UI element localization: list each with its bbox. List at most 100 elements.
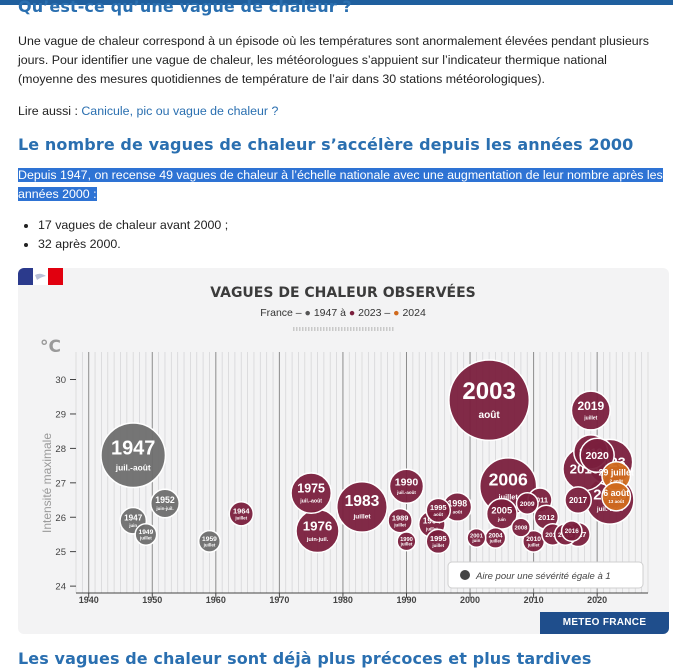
heatwave-bubble: [466, 527, 487, 548]
bubble-month-label: juillet: [498, 492, 519, 501]
heatwave-bubble: [570, 390, 611, 431]
bubble-label: 2020: [585, 450, 609, 462]
x-tick-label: 1980: [333, 595, 353, 605]
heatwave-bubble: [425, 528, 452, 555]
bubble-month-label: août: [478, 410, 500, 421]
highlighted-sentence: Depuis 1947, on recense 49 vagues de cha…: [18, 168, 663, 201]
bubble-month-label: juillet: [489, 539, 502, 544]
bubble-month-label: juillet: [203, 542, 216, 547]
heatwave-bubble: [396, 531, 417, 552]
bubble-label: 1975: [297, 482, 325, 496]
read-also-link[interactable]: Canicule, pic ou vague de chaleur ?: [81, 104, 279, 118]
heatwave-bubble: [197, 529, 221, 553]
heatwave-bubble-chart: VAGUES DE CHALEUR OBSERVÉES France – ● 19…: [40, 284, 649, 605]
chart-subtitle: France – ● 1947 à ● 2023 – ● 2024: [260, 307, 426, 319]
y-tick-label: 25: [55, 547, 66, 558]
legend-note: Aire pour une sévérité égale à 1: [475, 571, 611, 582]
bubble-month-label: juillet: [527, 542, 540, 547]
bubble-month-label: juillet: [400, 542, 413, 547]
x-tick-label: 1970: [269, 595, 289, 605]
heatwave-bubble: [387, 507, 413, 534]
heatwave-bubble: [100, 422, 167, 489]
section-heading-heatwave-count: Le nombre de vagues de chaleur s’accélèr…: [18, 135, 634, 154]
y-axis-label: Intensité maximale: [40, 433, 54, 533]
bubble-label: 1995: [430, 534, 447, 543]
read-also-line: Lire aussi : Canicule, pic ou vague de c…: [18, 102, 663, 121]
list-item: 17 vagues de chaleur avant 2000 ;: [38, 216, 228, 235]
bubble-month-label: juin-juil.: [306, 537, 329, 543]
section-heading-heatwave-definition: Qu’est-ce qu’une vague de chaleur ?: [18, 0, 352, 16]
x-tick-label: 1960: [206, 595, 226, 605]
bubble-label: 2013: [545, 532, 560, 539]
bubble-month-label: juillet: [139, 535, 152, 540]
bubble-month-label: juil.-août: [299, 499, 322, 505]
heatwave-bubble: [579, 437, 615, 474]
bubble-label: 1990: [400, 537, 413, 543]
bubble-month-label: juin-juil.: [155, 506, 173, 511]
bubble-label: 1952: [155, 495, 175, 505]
bubble-label: 1989: [392, 513, 409, 522]
bubble-month-label: août: [434, 512, 444, 517]
heatwave-bubble: [510, 517, 531, 538]
bubble-month-label: 2 août: [610, 479, 624, 484]
heatwave-bubble: [150, 488, 180, 519]
heatwave-bubble: [228, 501, 255, 527]
bubble-label: 2004: [488, 533, 503, 540]
bubble-label: 2005: [491, 504, 512, 515]
y-tick-label: 30: [55, 375, 66, 386]
bubble-label: 1983: [345, 493, 380, 510]
bubble-label: 1949: [139, 529, 154, 536]
chart-title: VAGUES DE CHALEUR OBSERVÉES: [210, 284, 476, 301]
bubble-month-label: août: [453, 510, 463, 515]
legend-box: [447, 561, 644, 589]
heatwave-bubble: [448, 359, 531, 442]
bubble-label: 2006: [489, 469, 528, 489]
y-tick-label: 28: [55, 444, 66, 455]
definition-paragraph: Une vague de chaleur correspond à un épi…: [18, 34, 649, 86]
bubble-month-label: juin: [497, 517, 506, 522]
heatwave-bubble: [388, 468, 425, 505]
bubble-month-label: juil.-août: [115, 462, 151, 472]
bubble-month-label: juillet: [234, 515, 247, 520]
x-tick-label: 2000: [460, 595, 480, 605]
bubble-label: 2008: [514, 526, 528, 532]
heatwave-chart-figure: VAGUES DE CHALEUR OBSERVÉES France – ● 19…: [18, 268, 669, 634]
bubble-label: 2017: [569, 496, 588, 505]
bubble-label: 2003: [462, 378, 515, 405]
bubble-month-label: 13 août: [608, 499, 624, 504]
bubble-label: 2009: [520, 501, 535, 508]
x-tick-label: 1990: [396, 595, 416, 605]
bubble-label: 6 août: [603, 488, 629, 498]
section-heading-earlier-later: Les vagues de chaleur sont déjà plus pré…: [18, 649, 592, 668]
bubble-month-label: juillet: [393, 522, 406, 527]
bubble-label: 1959: [202, 536, 217, 543]
y-axis-unit: °C: [40, 337, 61, 357]
bubble-label: 1947: [111, 437, 155, 459]
bubble-month-label: juillet: [425, 526, 438, 531]
bubble-label: 2010: [526, 536, 541, 543]
heatwave-bubble: [336, 480, 388, 533]
bubble-label: 2012: [538, 513, 555, 522]
heatwave-bubble: [425, 497, 452, 524]
heatwave-bubble: [290, 472, 333, 515]
bubble-label: 1990: [395, 477, 419, 489]
bubble-label: 2019: [577, 399, 604, 413]
heatwave-bubble: [601, 481, 632, 512]
bubble-month-label: juil.-août: [396, 490, 416, 495]
bubble-label: 1998: [448, 498, 468, 508]
y-tick-label: 26: [55, 513, 66, 524]
y-tick-label: 29: [55, 409, 66, 420]
bubble-label: 2011: [532, 496, 548, 505]
bubble-month-label: juillet: [352, 514, 371, 521]
bullet-list: 17 vagues de chaleur avant 2000 ; 32 apr…: [18, 216, 228, 254]
legend-swatch: [460, 570, 470, 580]
x-tick-label: 2010: [524, 595, 544, 605]
bubble-label: 2016: [565, 528, 580, 535]
y-tick-label: 27: [55, 478, 66, 489]
highlighted-text-selection[interactable]: Depuis 1947, on recense 49 vagues de cha…: [18, 166, 666, 204]
bubble-label: 2001: [470, 534, 484, 540]
bubble-month-label: juin: [128, 523, 137, 528]
y-tick-label: 24: [55, 582, 66, 593]
heatwave-bubble: [564, 486, 593, 514]
read-also-prefix: Lire aussi :: [18, 104, 82, 118]
